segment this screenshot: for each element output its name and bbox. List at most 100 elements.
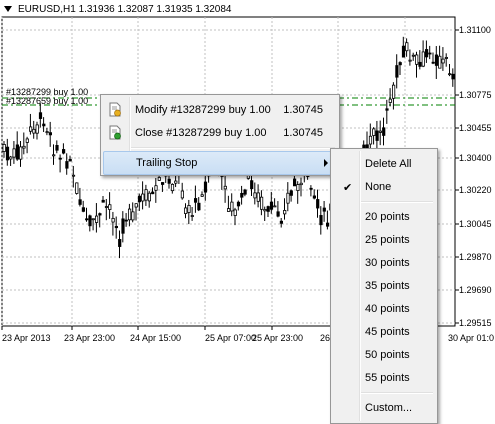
menu-item-modify-order[interactable]: Modify #13287299 buy 1.00 1.30745 xyxy=(103,99,337,121)
candle-body xyxy=(448,73,452,76)
candle-body xyxy=(22,145,26,149)
candle-body xyxy=(85,218,89,221)
candle-body xyxy=(451,73,455,80)
candle-body xyxy=(65,161,69,169)
candle-body xyxy=(441,58,445,64)
submenu-item-45-points[interactable]: 45 points xyxy=(333,321,435,343)
candle-body xyxy=(325,222,330,227)
chart-header: EURUSD,H1 1.31936 1.32087 1.31935 1.3208… xyxy=(4,2,232,16)
candle-body xyxy=(121,218,125,234)
candle-body xyxy=(187,205,191,213)
candle-body xyxy=(243,189,247,195)
time-axis-label: 23 Apr 23:00 xyxy=(64,333,115,343)
menu-separator xyxy=(361,392,433,394)
candle-body xyxy=(124,219,128,222)
submenu-item-35-points[interactable]: 35 points xyxy=(333,275,435,297)
candle-body xyxy=(223,185,227,190)
menu-item-trailing-stop[interactable]: Trailing Stop xyxy=(103,151,337,175)
candle-body xyxy=(296,184,300,191)
candle-body xyxy=(385,108,389,111)
submenu-item-30-points[interactable]: 30 points xyxy=(333,252,435,274)
candle-body xyxy=(75,182,79,194)
candle-body xyxy=(283,210,287,215)
candle-body xyxy=(58,157,62,160)
submenu-item-label: Custom... xyxy=(365,402,413,414)
submenu-item-label: 50 points xyxy=(365,349,410,361)
candle-body xyxy=(259,196,264,210)
candle-body xyxy=(68,158,72,162)
candle-body xyxy=(88,215,92,227)
candle-body xyxy=(226,208,231,212)
submenu-item-40-points[interactable]: 40 points xyxy=(333,298,435,320)
price-axis-label: 1.30400 xyxy=(459,153,492,163)
symbol-quote-line: EURUSD,H1 1.31936 1.32087 1.31935 1.3208… xyxy=(18,3,232,15)
candle-body xyxy=(42,123,46,127)
candle-body xyxy=(424,49,429,58)
candle-body xyxy=(114,225,118,229)
candle-body xyxy=(322,207,326,212)
submenu-item-55-points[interactable]: 55 points xyxy=(333,367,435,389)
candle-body xyxy=(151,191,155,195)
price-axis-label: 1.30045 xyxy=(459,219,492,229)
candle-body xyxy=(15,144,20,160)
candle-body xyxy=(52,154,56,157)
time-axis-label: 25 Apr 07:00 xyxy=(205,333,256,343)
candle-body xyxy=(81,207,85,212)
candle-body xyxy=(299,182,303,186)
candle-body xyxy=(160,182,165,185)
candle-body xyxy=(312,195,317,199)
candle-body xyxy=(276,211,280,217)
submenu-item-none[interactable]: ✔ None xyxy=(333,176,435,198)
candle-body xyxy=(438,55,442,69)
candle-body xyxy=(174,180,178,184)
checkmark-icon: ✔ xyxy=(343,181,353,194)
candle-body xyxy=(137,195,142,203)
submenu-item-25-points[interactable]: 25 points xyxy=(333,229,435,251)
price-axis-label: 1.31100 xyxy=(459,25,491,35)
menu-item-close-order[interactable]: Close #13287299 buy 1.00 1.30745 xyxy=(103,122,337,144)
candle-body xyxy=(35,124,39,134)
symbol-triangle-icon xyxy=(4,6,12,12)
submenu-item-label: 45 points xyxy=(365,326,410,338)
candle-body xyxy=(286,192,290,204)
order-label-2[interactable]: #13287659 buy 1.00 xyxy=(6,96,89,106)
candle-body xyxy=(134,203,138,208)
candle-body xyxy=(9,156,13,160)
candle-body xyxy=(401,45,406,58)
submenu-item-custom[interactable]: Custom... xyxy=(333,397,435,419)
candle-body xyxy=(434,54,439,66)
candle-body xyxy=(418,61,422,67)
submenu-item-label: 25 points xyxy=(365,234,410,246)
candle-body xyxy=(368,135,373,145)
candle-body xyxy=(147,192,151,202)
candle-body xyxy=(230,201,234,212)
order-label-1[interactable]: #13287299 buy 1.00 xyxy=(6,87,89,97)
candle-body xyxy=(141,193,145,202)
candle-body xyxy=(421,51,425,67)
context-menu: Modify #13287299 buy 1.00 1.30745 Close … xyxy=(100,94,340,176)
candle-body xyxy=(91,218,95,221)
candle-body xyxy=(167,178,171,184)
candle-body xyxy=(444,57,449,59)
submenu-item-label: 20 points xyxy=(365,211,410,223)
candle-body xyxy=(391,84,396,99)
candle-body xyxy=(273,205,277,208)
modify-order-icon xyxy=(109,102,121,117)
time-axis-label: 24 Apr 15:00 xyxy=(130,333,181,343)
submenu-item-20-points[interactable]: 20 points xyxy=(333,206,435,228)
candle-body xyxy=(319,215,323,226)
plot-frame xyxy=(1,16,456,327)
trailing-stop-submenu: Delete All ✔ None 20 points 25 points 30… xyxy=(330,148,438,424)
menu-separator xyxy=(361,201,433,203)
price-axis-label: 1.30775 xyxy=(459,90,492,100)
submenu-item-delete-all[interactable]: Delete All xyxy=(333,153,435,175)
submenu-item-50-points[interactable]: 50 points xyxy=(333,344,435,366)
candle-body xyxy=(279,220,284,224)
candle-body xyxy=(108,204,112,210)
candle-body xyxy=(289,190,293,196)
menu-item-label: Trailing Stop xyxy=(136,157,198,169)
candle-body xyxy=(5,146,10,161)
candle-body xyxy=(111,217,115,223)
candle-body xyxy=(203,181,208,193)
